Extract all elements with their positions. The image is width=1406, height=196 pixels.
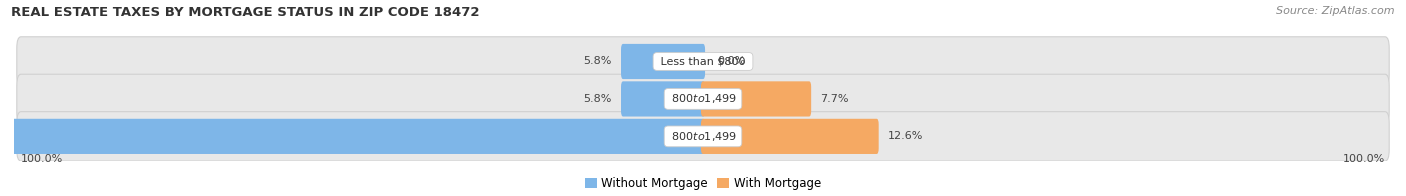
Legend: Without Mortgage, With Mortgage: Without Mortgage, With Mortgage [581, 172, 825, 195]
FancyBboxPatch shape [702, 119, 879, 154]
Text: Less than $800: Less than $800 [657, 56, 749, 66]
Text: 100.0%: 100.0% [1343, 154, 1385, 164]
Text: 7.7%: 7.7% [820, 94, 849, 104]
FancyBboxPatch shape [17, 37, 1389, 86]
Text: REAL ESTATE TAXES BY MORTGAGE STATUS IN ZIP CODE 18472: REAL ESTATE TAXES BY MORTGAGE STATUS IN … [11, 6, 479, 19]
Text: Source: ZipAtlas.com: Source: ZipAtlas.com [1277, 6, 1395, 16]
FancyBboxPatch shape [621, 44, 704, 79]
FancyBboxPatch shape [0, 119, 704, 154]
FancyBboxPatch shape [702, 81, 811, 117]
Text: 5.8%: 5.8% [583, 56, 612, 66]
Text: 100.0%: 100.0% [21, 154, 63, 164]
Text: 12.6%: 12.6% [887, 131, 922, 141]
FancyBboxPatch shape [621, 81, 704, 117]
Text: 5.8%: 5.8% [583, 94, 612, 104]
Text: $800 to $1,499: $800 to $1,499 [668, 93, 738, 105]
Text: $800 to $1,499: $800 to $1,499 [668, 130, 738, 143]
FancyBboxPatch shape [17, 112, 1389, 161]
FancyBboxPatch shape [17, 74, 1389, 124]
Text: 0.0%: 0.0% [717, 56, 745, 66]
